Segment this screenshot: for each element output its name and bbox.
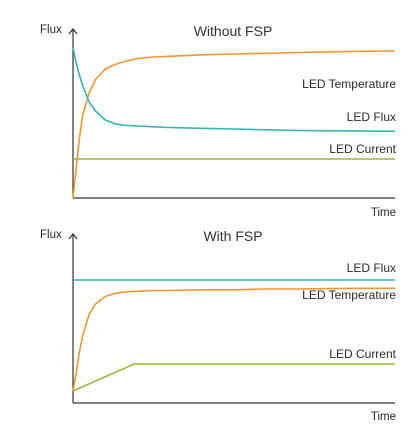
y-axis <box>68 28 78 198</box>
y-axis-label: Flux <box>40 229 62 241</box>
series-label-led-flux: LED Flux <box>347 110 396 124</box>
series-line-led-current <box>72 363 395 392</box>
series-label-led-temperature: LED Temperature <box>302 288 396 302</box>
chart-title: With FSP <box>203 228 262 244</box>
panel-with-fsp: With FSP Flux Time LED Flux LED Temperat… <box>40 228 397 423</box>
x-axis-label: Time <box>371 207 396 219</box>
series-label-led-temperature: LED Temperature <box>302 77 396 91</box>
series-label-led-current: LED Current <box>329 142 396 156</box>
series-line-led-temperature <box>72 50 396 199</box>
series-layer <box>72 279 395 392</box>
series-line-led-flux <box>72 47 396 133</box>
series-label-led-flux: LED Flux <box>347 261 396 275</box>
series-line-led-temperature <box>72 287 395 392</box>
x-axis-label: Time <box>371 411 396 423</box>
y-axis-label: Flux <box>40 24 62 36</box>
y-axis <box>68 233 78 403</box>
series-layer <box>72 47 396 199</box>
series-label-led-current: LED Current <box>329 347 396 361</box>
panel-without-fsp: Without FSP Flux Time LED Temperature LE… <box>40 23 397 219</box>
chart-title: Without FSP <box>194 23 273 39</box>
